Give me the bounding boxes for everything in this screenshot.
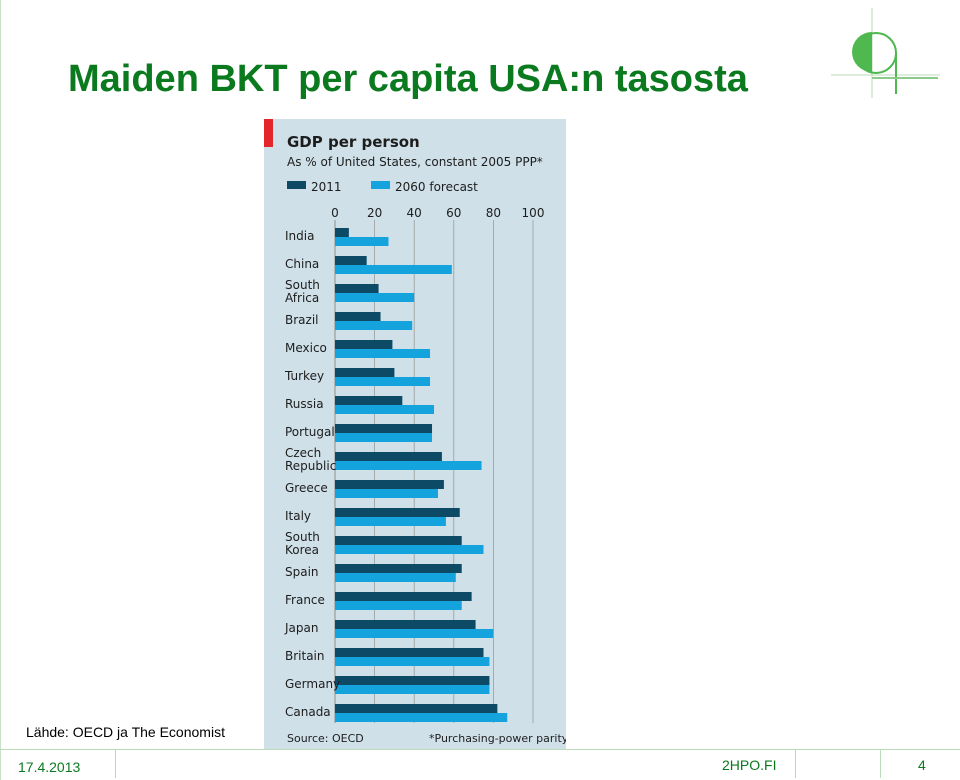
bar-2060-south-africa [335,293,415,302]
category-label: India [285,229,314,243]
bar-2060-south-korea [335,545,484,554]
bar-2011-canada [335,704,498,713]
source-caption: Lähde: OECD ja The Economist [26,724,225,740]
bar-2060-brazil [335,321,413,330]
chart-categories: IndiaChinaSouthAfricaBrazilMexicoTurkeyR… [284,229,340,719]
slide-title: Maiden BKT per capita USA:n tasosta [68,58,748,100]
category-label: Czech [285,446,321,460]
legend-label-2060: 2060 forecast [395,180,478,194]
bar-2060-japan [335,629,494,638]
category-label: South [285,530,320,544]
chart-accent-bar [264,119,273,147]
bar-2060-spain [335,573,456,582]
gdp-chart: GDP per person As % of United States, co… [264,119,566,745]
bar-2011-czech-republic [335,452,442,461]
chart-footnote: *Purchasing-power parity [429,732,566,745]
bar-2011-japan [335,620,476,629]
category-label: Africa [285,291,319,305]
company-logo [831,8,940,98]
bar-2060-germany [335,685,490,694]
bar-2011-britain [335,648,484,657]
x-tick-label: 0 [331,206,339,220]
category-label: Germany [285,677,340,691]
category-label: Republic [285,459,336,473]
bar-2060-britain [335,657,490,666]
chart-bars [335,228,508,722]
category-label: Japan [284,621,318,635]
category-label: Brazil [285,313,319,327]
legend-swatch-2011 [287,181,306,189]
category-label: Turkey [284,369,324,383]
bar-2060-china [335,265,452,274]
x-tick-label: 20 [367,206,382,220]
bar-2011-portugal [335,424,433,433]
bar-2060-italy [335,517,446,526]
category-label: Canada [285,705,331,719]
footer-separator [115,750,116,778]
bar-2060-turkey [335,377,431,386]
bar-2011-india [335,228,349,237]
category-label: France [285,593,325,607]
legend-label-2011: 2011 [311,180,342,194]
bar-2060-india [335,237,389,246]
bar-2011-south-korea [335,536,462,545]
legend-swatch-2060 [371,181,390,189]
gdp-chart-panel: GDP per person As % of United States, co… [264,119,566,750]
category-label: Korea [285,543,319,557]
category-label: Portugal [285,425,335,439]
x-tick-label: 100 [522,206,545,220]
bar-2060-mexico [335,349,431,358]
x-tick-label: 60 [446,206,461,220]
bar-2011-china [335,256,367,265]
category-label: Greece [285,481,328,495]
footer-page-number: 4 [918,757,926,773]
category-label: China [285,257,319,271]
slide-border [0,0,1,780]
category-label: Russia [285,397,324,411]
chart-grid [334,220,534,723]
category-label: Spain [285,565,319,579]
footer-date: 17.4.2013 [18,759,81,775]
footer-separator [795,750,796,778]
x-tick-label: 80 [486,206,501,220]
chart-source-note: Source: OECD [287,732,364,745]
bar-2011-russia [335,396,403,405]
x-tick-label: 40 [407,206,422,220]
bar-2011-greece [335,480,444,489]
category-label: South [285,278,320,292]
category-label: Mexico [285,341,327,355]
bar-2060-france [335,601,462,610]
bar-2011-mexico [335,340,393,349]
footer-separator [880,750,881,778]
bar-2060-greece [335,489,438,498]
chart-title: GDP per person [287,133,420,151]
bar-2060-portugal [335,433,433,442]
chart-x-ticks: 0 20 40 60 80 100 [331,206,544,220]
footer-divider [0,749,960,750]
chart-subtitle: As % of United States, constant 2005 PPP… [287,155,543,169]
bar-2011-spain [335,564,462,573]
category-label: Italy [285,509,311,523]
bar-2060-canada [335,713,508,722]
bar-2011-turkey [335,368,395,377]
footer-site: 2HPO.FI [722,757,777,773]
category-label: Britain [285,649,325,663]
bar-2060-russia [335,405,434,414]
bar-2011-south-africa [335,284,379,293]
bar-2011-germany [335,676,490,685]
bar-2011-brazil [335,312,381,321]
bar-2060-czech-republic [335,461,482,470]
bar-2011-italy [335,508,460,517]
bar-2011-france [335,592,472,601]
